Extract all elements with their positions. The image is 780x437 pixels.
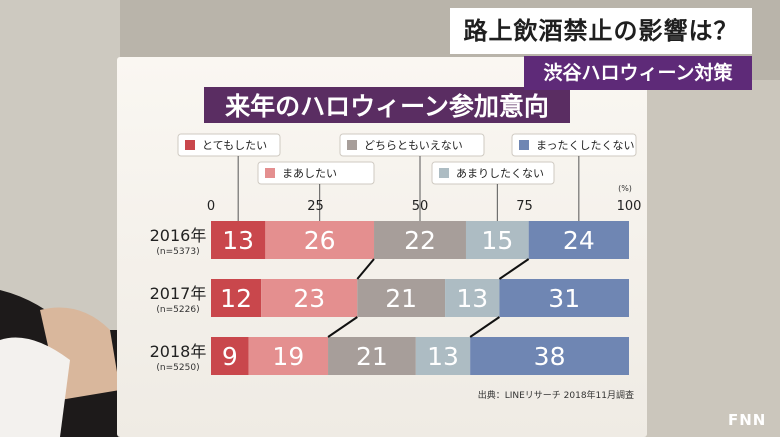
bar-segment <box>445 279 500 317</box>
network-logo: FNN <box>728 411 767 429</box>
bar-segment <box>211 279 262 317</box>
connector-line <box>356 258 375 280</box>
bar-segment <box>261 279 358 317</box>
connector-line <box>327 316 358 338</box>
legend-item <box>431 161 555 185</box>
bar-segment <box>499 279 629 317</box>
bar-segment <box>265 221 375 259</box>
legend-item <box>511 133 637 157</box>
bar-segment <box>465 221 529 259</box>
bar-segment <box>328 337 416 375</box>
connector-lines <box>327 258 530 338</box>
headline-banner: 路上飲酒禁止の影響は？ <box>450 8 752 54</box>
sample-size-label: (n=5250) <box>156 363 199 373</box>
data-label: 23 <box>293 284 325 313</box>
legend-swatch <box>519 140 529 150</box>
data-label: 38 <box>534 342 566 371</box>
bar-segment <box>374 221 466 259</box>
x-axis: 0 25 50 75 100 (%) <box>207 184 642 214</box>
x-tick-label: 75 <box>516 199 533 214</box>
data-label: 12 <box>220 284 252 313</box>
legend-item <box>177 133 281 157</box>
bar-segment <box>415 337 471 375</box>
data-label: 19 <box>272 342 304 371</box>
connector-line <box>469 316 500 338</box>
data-label: 13 <box>222 226 254 255</box>
legend-label: どちらともいえない <box>364 139 463 152</box>
chart-title: 来年のハロウィーン参加意向 <box>225 92 549 121</box>
bar-segment <box>528 221 629 259</box>
data-label: 21 <box>385 284 417 313</box>
x-tick-label: 100 <box>617 199 642 214</box>
bar-segment <box>211 337 249 375</box>
legend-label: とてもしたい <box>202 139 267 152</box>
sample-size-label: (n=5373) <box>156 247 199 257</box>
bar-segment <box>248 337 329 375</box>
presenter-cuff <box>0 337 70 437</box>
chart-title-box <box>204 87 570 123</box>
data-label: 13 <box>456 284 488 313</box>
legend-label: まあしたい <box>282 167 337 180</box>
legend-item <box>339 133 485 157</box>
bar-segment <box>470 337 629 375</box>
subheadline-banner: 渋谷ハロウィーン対策 <box>524 56 752 90</box>
category-label: 2016年 <box>150 226 207 245</box>
x-tick-label: 25 <box>307 199 324 214</box>
sample-size-label: (n=5226) <box>156 305 199 315</box>
plot-area: 2016年 (n=5373) 13 26 22 15 24 2017年 (n=5226) 12 23… <box>150 221 629 375</box>
legend-swatch <box>185 140 195 150</box>
x-tick-label: 50 <box>412 199 429 214</box>
data-label: 21 <box>356 342 388 371</box>
category-label: 2017年 <box>150 284 207 303</box>
bar-segment <box>357 279 446 317</box>
legend-swatch <box>439 168 449 178</box>
legend-label: あまりしたくない <box>456 167 544 180</box>
bar-segment <box>211 221 266 259</box>
category-label: 2018年 <box>150 342 207 361</box>
data-label: 13 <box>427 342 459 371</box>
legend-label: まったくしたくない <box>536 139 635 152</box>
unit-label: (%) <box>618 184 632 193</box>
connector-line <box>498 258 530 280</box>
source-note: 出典：LINEリサーチ 2018年11月調査 <box>478 389 634 401</box>
data-label: 26 <box>304 226 336 255</box>
data-label: 9 <box>222 342 238 371</box>
data-label: 24 <box>563 226 595 255</box>
x-tick-label: 0 <box>207 199 215 214</box>
legend-swatch <box>265 168 275 178</box>
legend-item <box>257 161 375 185</box>
data-label: 31 <box>548 284 580 313</box>
legend-swatch <box>347 140 357 150</box>
data-label: 15 <box>481 226 513 255</box>
data-label: 22 <box>404 226 436 255</box>
